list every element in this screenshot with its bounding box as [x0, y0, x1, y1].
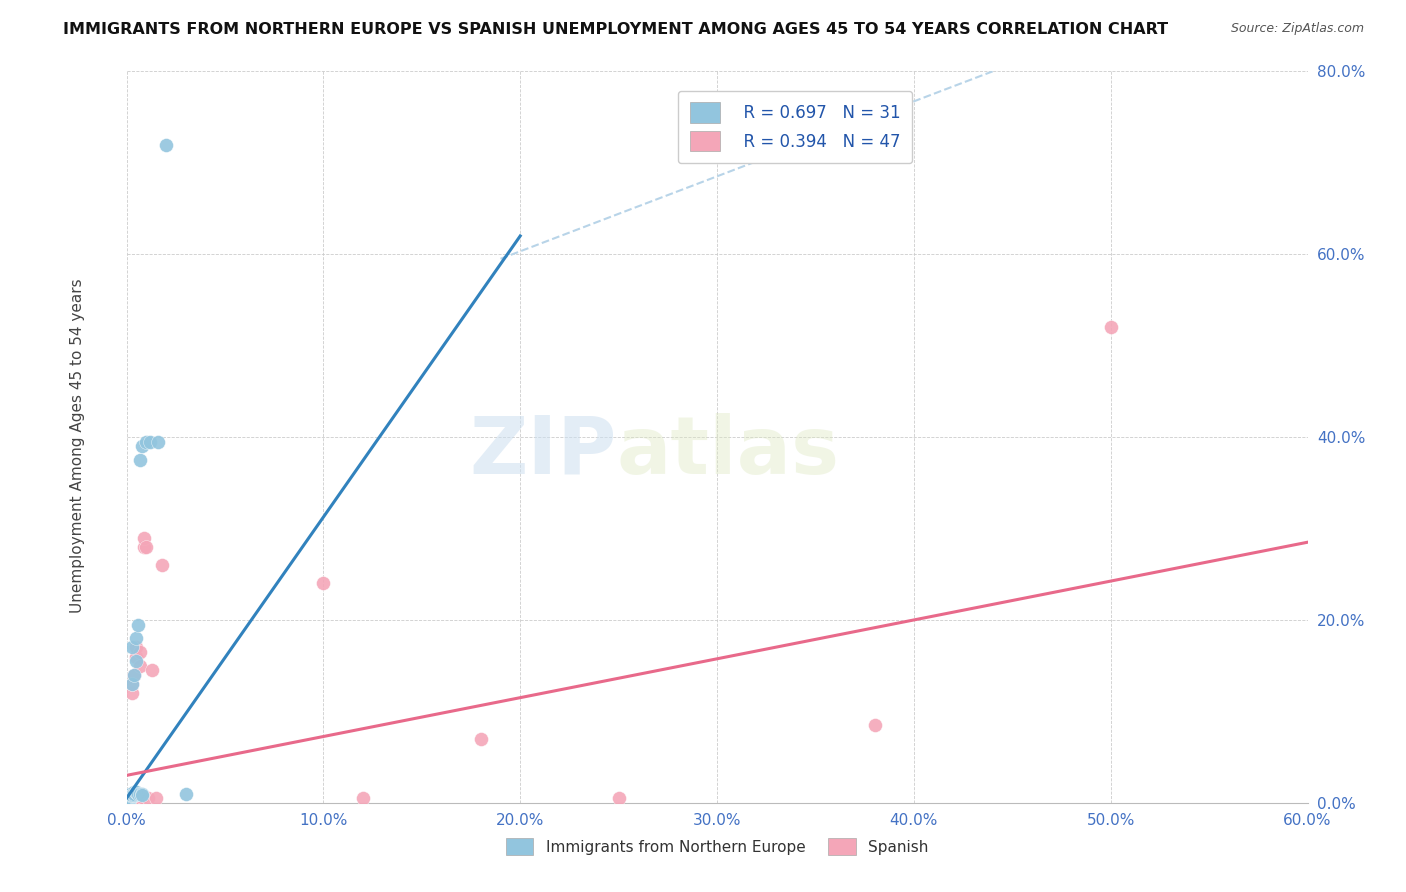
Point	[125, 791, 148, 805]
Point	[135, 540, 157, 554]
Point	[125, 785, 148, 799]
Point	[125, 785, 148, 799]
Point	[117, 791, 139, 805]
Point	[120, 793, 142, 807]
Point	[127, 617, 149, 632]
Point	[125, 654, 148, 668]
Point	[125, 789, 148, 803]
Point	[129, 787, 152, 801]
Point	[124, 787, 146, 801]
Point	[117, 791, 139, 805]
Point	[607, 791, 630, 805]
Point	[131, 439, 153, 453]
Point	[150, 558, 173, 573]
Text: IMMIGRANTS FROM NORTHERN EUROPE VS SPANISH UNEMPLOYMENT AMONG AGES 45 TO 54 YEAR: IMMIGRANTS FROM NORTHERN EUROPE VS SPANI…	[63, 22, 1168, 37]
Point	[121, 677, 143, 691]
Point	[174, 787, 197, 801]
Text: Unemployment Among Ages 45 to 54 years: Unemployment Among Ages 45 to 54 years	[70, 278, 84, 614]
Point	[139, 434, 162, 449]
Point	[120, 792, 142, 806]
Point	[125, 649, 148, 664]
Point	[470, 731, 492, 746]
Point	[121, 791, 143, 805]
Point	[124, 789, 146, 803]
Point	[129, 645, 152, 659]
Point	[131, 789, 153, 803]
Point	[121, 793, 143, 807]
Point	[127, 791, 149, 805]
Point	[124, 789, 146, 803]
Point	[134, 531, 156, 545]
Point	[121, 792, 143, 806]
Point	[120, 790, 142, 805]
Point	[155, 137, 177, 152]
Point	[124, 785, 146, 799]
Point	[121, 789, 143, 803]
Point	[127, 791, 149, 805]
Point	[352, 791, 374, 805]
Point	[120, 793, 142, 807]
Point	[121, 686, 143, 700]
Point	[124, 667, 146, 681]
Legend: Immigrants from Northern Europe, Spanish: Immigrants from Northern Europe, Spanish	[499, 832, 935, 861]
Text: ZIP: ZIP	[470, 413, 617, 491]
Point	[131, 790, 153, 805]
Point	[125, 793, 148, 807]
Point	[124, 791, 146, 805]
Point	[134, 540, 156, 554]
Point	[129, 453, 152, 467]
Point	[117, 792, 139, 806]
Point	[121, 640, 143, 655]
Point	[863, 718, 886, 732]
Point	[124, 791, 146, 805]
Point	[120, 787, 142, 801]
Point	[141, 663, 163, 677]
Text: atlas: atlas	[617, 413, 839, 491]
Point	[129, 791, 152, 805]
Point	[124, 667, 146, 681]
Point	[117, 793, 139, 807]
Point	[146, 434, 169, 449]
Point	[127, 787, 149, 801]
Point	[145, 791, 167, 805]
Point	[120, 792, 142, 806]
Point	[121, 788, 143, 802]
Point	[125, 640, 148, 655]
Point	[120, 791, 142, 805]
Point	[120, 789, 142, 804]
Point	[121, 789, 143, 804]
Point	[117, 793, 139, 807]
Point	[120, 791, 142, 805]
Point	[127, 791, 149, 805]
Point	[312, 576, 335, 591]
Point	[120, 792, 142, 806]
Point	[121, 677, 143, 691]
Point	[129, 658, 152, 673]
Text: Source: ZipAtlas.com: Source: ZipAtlas.com	[1230, 22, 1364, 36]
Point	[131, 787, 153, 801]
Point	[135, 434, 157, 449]
Point	[121, 789, 143, 803]
Point	[125, 632, 148, 646]
Point	[1099, 320, 1122, 334]
Point	[120, 791, 142, 805]
Point	[117, 792, 139, 806]
Point	[136, 791, 159, 805]
Point	[120, 791, 142, 805]
